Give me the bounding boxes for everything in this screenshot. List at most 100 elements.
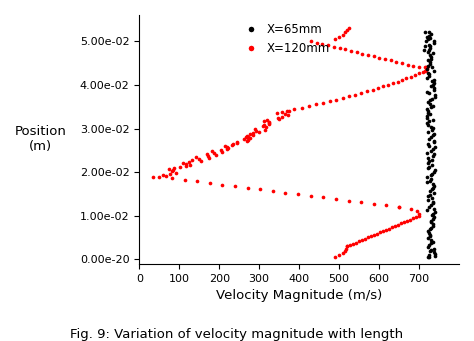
Point xyxy=(424,115,431,121)
Point xyxy=(407,74,414,79)
Point xyxy=(168,169,175,174)
Point xyxy=(170,168,177,173)
Point xyxy=(273,110,281,116)
Point xyxy=(430,138,438,143)
Point xyxy=(370,232,378,238)
Point xyxy=(162,173,170,178)
Point xyxy=(357,90,365,96)
Point xyxy=(430,117,438,122)
Point xyxy=(204,154,212,159)
Point xyxy=(149,174,156,179)
Point xyxy=(430,183,438,189)
Point xyxy=(429,185,437,190)
Point xyxy=(430,214,438,220)
Point xyxy=(425,73,433,79)
Point xyxy=(427,188,434,194)
Point xyxy=(426,119,433,124)
Point xyxy=(410,63,417,69)
Point xyxy=(244,134,251,140)
Point xyxy=(155,174,163,179)
Point xyxy=(421,68,429,74)
Point xyxy=(425,252,433,258)
Point xyxy=(361,236,369,241)
Point xyxy=(343,244,351,249)
Point xyxy=(352,92,359,98)
X-axis label: Velocity Magnitude (m/s): Velocity Magnitude (m/s) xyxy=(216,289,382,302)
Point xyxy=(428,64,436,70)
Point xyxy=(219,182,226,187)
Point xyxy=(421,43,429,48)
Point xyxy=(425,33,433,39)
Point xyxy=(426,45,434,51)
Point xyxy=(425,49,432,54)
Point xyxy=(430,249,438,255)
Point xyxy=(429,181,437,187)
Point xyxy=(388,225,396,230)
Point xyxy=(255,129,263,134)
Point xyxy=(387,58,394,63)
Point xyxy=(294,192,302,197)
Point xyxy=(424,37,432,42)
Point xyxy=(415,71,423,76)
Point xyxy=(346,242,354,248)
Point xyxy=(262,127,269,132)
Point xyxy=(427,134,434,140)
Point xyxy=(430,131,438,136)
Point xyxy=(425,255,433,260)
Point xyxy=(228,143,236,148)
Point xyxy=(382,227,390,233)
Point xyxy=(430,39,438,44)
Point xyxy=(244,185,251,191)
Point xyxy=(428,157,436,162)
Point xyxy=(186,163,194,168)
Point xyxy=(374,231,381,236)
Point xyxy=(413,209,421,214)
Point xyxy=(431,251,438,256)
Point xyxy=(426,112,434,117)
Point xyxy=(426,192,434,197)
Point xyxy=(166,171,173,176)
Point xyxy=(430,139,438,145)
Point xyxy=(423,180,431,185)
Point xyxy=(383,203,390,208)
Point xyxy=(363,89,371,94)
Point xyxy=(430,87,438,93)
Point xyxy=(233,140,240,146)
Point xyxy=(429,211,437,217)
Point xyxy=(173,170,180,175)
Point xyxy=(424,194,431,199)
Point xyxy=(283,108,291,114)
Point xyxy=(260,118,268,123)
Point xyxy=(376,229,384,235)
Point xyxy=(431,92,439,98)
Point xyxy=(421,30,429,35)
Point xyxy=(347,48,355,54)
Point xyxy=(424,235,432,241)
Point xyxy=(165,167,173,172)
Point xyxy=(384,82,392,88)
Point xyxy=(427,176,435,182)
Point xyxy=(426,30,433,35)
Point xyxy=(424,120,431,126)
Point xyxy=(381,56,389,62)
Point xyxy=(370,201,378,207)
Point xyxy=(425,155,432,161)
Point xyxy=(424,166,432,171)
Point xyxy=(426,143,433,148)
Point xyxy=(422,65,430,70)
Point xyxy=(394,222,402,227)
Point xyxy=(428,54,435,60)
Point xyxy=(193,179,201,184)
Point xyxy=(426,53,433,58)
Point xyxy=(425,58,432,63)
Point xyxy=(305,103,312,109)
Point xyxy=(428,173,435,178)
Point xyxy=(430,125,438,131)
Point xyxy=(395,204,403,210)
Point xyxy=(197,159,205,164)
Point xyxy=(189,158,196,163)
Point xyxy=(336,45,343,51)
Point xyxy=(430,169,438,175)
Point xyxy=(217,148,225,153)
Point xyxy=(431,209,438,215)
